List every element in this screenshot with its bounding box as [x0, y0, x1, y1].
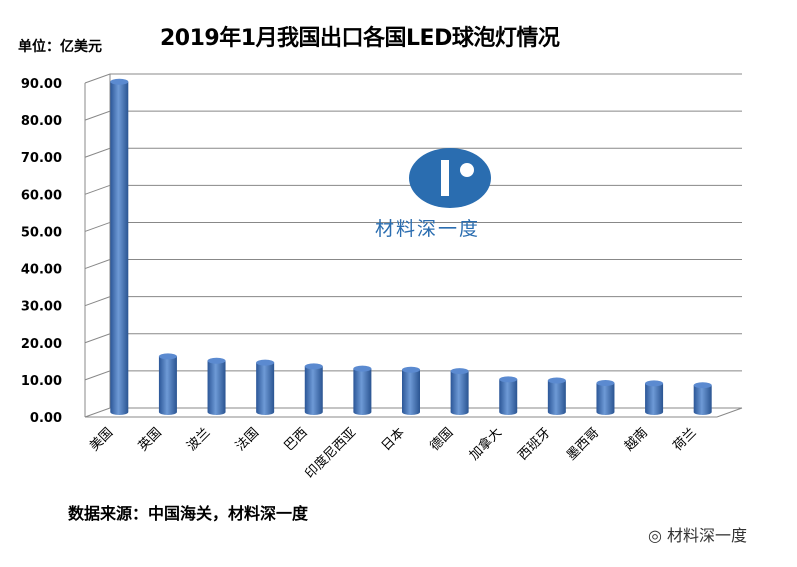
logo-mark — [441, 160, 449, 196]
x-tick-label: 德国 — [427, 425, 456, 454]
bar — [450, 371, 469, 416]
bar — [547, 380, 566, 416]
x-tick-label: 越南 — [621, 425, 651, 455]
x-tick-label: 荷兰 — [671, 425, 700, 454]
bar — [402, 369, 420, 415]
y-tick-label: 70.00 — [21, 151, 62, 166]
bar-top — [207, 357, 226, 364]
bar — [596, 383, 615, 416]
gridline — [84, 370, 742, 381]
x-tick-label: 巴西 — [282, 425, 311, 454]
y-tick-label: 80.00 — [21, 114, 62, 129]
logo-dot — [460, 163, 474, 177]
x-tick-label: 法国 — [233, 425, 262, 454]
gridline — [84, 221, 742, 232]
bar-top — [645, 380, 664, 387]
bar-top — [256, 359, 275, 366]
y-tick-label: 20.00 — [21, 337, 62, 352]
bar-top — [547, 377, 566, 384]
x-tick-label: 日本 — [379, 425, 408, 454]
bar — [645, 383, 664, 416]
x-tick-label: 波兰 — [184, 425, 213, 454]
y-tick-label: 40.00 — [21, 263, 62, 278]
bar-top — [110, 78, 129, 85]
bar — [158, 356, 177, 416]
unit-label: 单位：亿美元 — [18, 39, 102, 55]
gridline — [84, 333, 742, 344]
bar — [256, 362, 275, 416]
bar-top — [158, 353, 177, 360]
x-tick-label: 印度尼西亚 — [302, 425, 359, 482]
logo-icon — [409, 148, 491, 208]
bar-top — [596, 380, 615, 387]
gridline — [84, 110, 742, 121]
gridline — [84, 147, 742, 158]
bar-top — [693, 382, 712, 389]
gridline — [84, 184, 742, 195]
floor-edge — [85, 407, 743, 418]
gridline — [84, 407, 742, 418]
gridline — [84, 259, 742, 270]
source-note: 数据来源：中国海关，材料深一度 — [68, 504, 309, 523]
bar — [207, 360, 226, 416]
wechat-icon: ◎ — [648, 526, 668, 545]
watermark-text: 材料深一度 — [667, 526, 748, 545]
gridline — [84, 296, 742, 307]
y-tick-label: 50.00 — [21, 225, 62, 240]
x-tick-label: 美国 — [87, 425, 116, 454]
watermark: ◎ 材料深一度 — [648, 522, 747, 546]
y-tick-label: 90.00 — [21, 77, 62, 92]
bar-top — [402, 366, 420, 373]
bar — [499, 379, 518, 416]
y-tick-label: 30.00 — [21, 300, 62, 315]
x-tick-label: 加拿大 — [466, 425, 505, 464]
bar-top — [450, 368, 469, 375]
y-tick-label: 10.00 — [21, 374, 62, 389]
bar-top — [353, 365, 372, 372]
bar-top — [304, 363, 323, 370]
chart-title: 2019年1月我国出口各国LED球泡灯情况 — [160, 26, 560, 51]
x-tick-label: 英国 — [136, 425, 165, 454]
y-tick-label: 0.00 — [30, 411, 62, 426]
bar — [110, 81, 129, 416]
gridline — [84, 73, 742, 84]
bar-top — [499, 376, 518, 383]
bar — [353, 368, 372, 416]
bar — [693, 385, 712, 416]
y-tick-label: 60.00 — [21, 188, 62, 203]
logo-text: 材料深一度 — [375, 218, 481, 240]
bar — [304, 366, 323, 416]
x-tick-label: 西班牙 — [515, 425, 553, 463]
x-tick-label: 墨西哥 — [564, 425, 602, 463]
